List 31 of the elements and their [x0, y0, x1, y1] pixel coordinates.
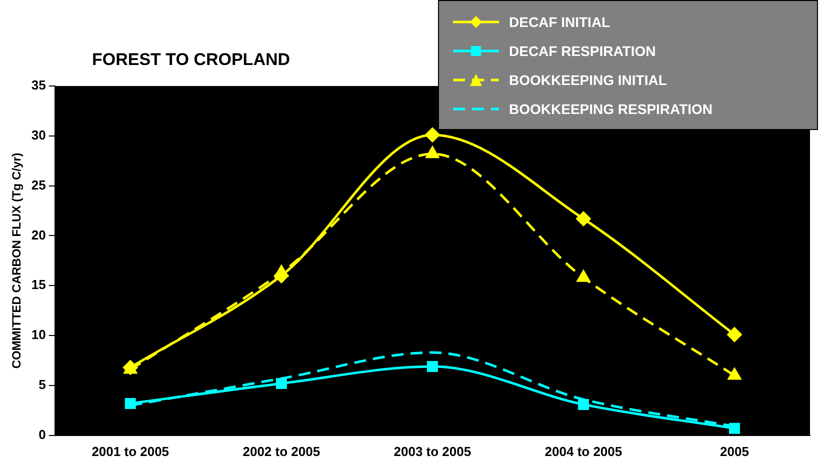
x-tick-label: 2005: [720, 444, 749, 459]
y-tick-label: 20: [31, 227, 46, 242]
point: [728, 368, 741, 380]
legend-label: BOOKKEEPING INITIAL: [509, 72, 667, 88]
y-tick-label: 35: [31, 78, 46, 93]
y-tick-label: 5: [38, 377, 46, 392]
point: [728, 422, 740, 434]
point: [426, 146, 439, 158]
point: [425, 128, 440, 142]
point: [577, 270, 590, 282]
y-tick-label: 10: [31, 327, 46, 342]
y-tick-label: 15: [31, 277, 46, 292]
point: [276, 378, 287, 389]
legend-label: DECAF INITIAL: [509, 14, 610, 30]
point: [727, 327, 742, 342]
point: [578, 398, 589, 410]
y-axis-title: COMMITTED CARBON FLUX (Tg C/yr): [10, 152, 24, 369]
chart-title: FOREST TO CROPLAND: [92, 50, 290, 70]
point: [576, 212, 591, 226]
legend-label: BOOKKEEPING RESPIRATION: [509, 100, 713, 116]
x-tick-label: 2001 to 2005: [92, 444, 170, 459]
y-tick-label: 25: [31, 177, 46, 192]
x-tick-label: 2004 to 2005: [544, 444, 622, 459]
x-tick-label: 2002 to 2005: [242, 444, 320, 459]
point: [426, 361, 438, 372]
y-tick-label: 30: [31, 127, 46, 142]
y-tick-label: 0: [38, 426, 46, 442]
point: [274, 265, 288, 277]
x-tick-label: 2003 to 2005: [394, 444, 472, 459]
point: [124, 398, 136, 409]
legend-label: DECAF RESPIRATION: [509, 42, 656, 58]
